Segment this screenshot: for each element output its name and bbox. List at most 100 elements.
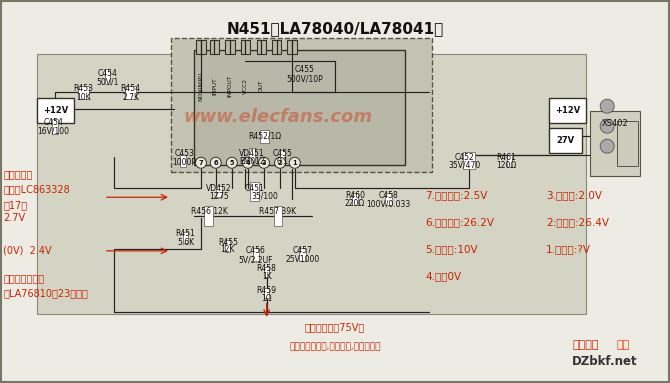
Bar [225,240,230,252]
Text: R451: R451 [176,229,196,238]
Text: 12K: 12K [220,245,235,254]
Bar [617,121,639,166]
Text: 2.7V: 2.7V [3,213,25,223]
Text: R456 12K: R456 12K [190,207,228,216]
Text: 16V/100: 16V/100 [38,126,70,136]
Text: R461: R461 [496,152,517,162]
Text: 从LA76810第23脚传来: 从LA76810第23脚传来 [3,288,88,298]
Circle shape [289,157,300,168]
Text: C451: C451 [245,184,265,193]
Text: 0.1: 0.1 [277,157,289,166]
Text: 1K: 1K [262,272,271,281]
Text: 1Z75: 1Z75 [209,192,229,201]
Text: 3.场消隐:2.0V: 3.场消隐:2.0V [546,190,602,200]
Text: 电子发烧: 电子发烧 [573,340,600,350]
Text: 反馈到LC863328: 反馈到LC863328 [3,185,70,195]
Text: C454: C454 [97,69,117,78]
Text: 2.7K: 2.7K [122,93,139,102]
Text: 4.地：0V: 4.地：0V [425,271,462,281]
Bar [272,40,281,54]
Circle shape [600,99,614,113]
Bar [37,54,586,314]
Text: C453: C453 [174,149,194,159]
Bar [352,193,358,205]
Text: R458: R458 [257,264,277,273]
Text: R457 39K: R457 39K [259,207,297,216]
Text: NONINIPU: NONINIPU [198,71,204,101]
Text: INPOUT: INPOUT [227,75,232,97]
Text: 120Ω: 120Ω [496,161,517,170]
Bar [280,151,285,164]
Bar [274,206,282,226]
Text: R460: R460 [345,191,365,200]
Text: C455: C455 [295,65,315,74]
Text: 保护稳压管（75V）: 保护稳压管（75V） [305,322,365,332]
Text: (0V)  2.4V: (0V) 2.4V [3,246,52,256]
Text: 场逆程脉冲: 场逆程脉冲 [3,169,33,179]
Text: 25V1000: 25V1000 [285,255,320,264]
Bar [385,193,392,205]
Text: www.elecfans.com: www.elecfans.com [184,108,373,126]
Bar [125,86,137,99]
Text: 7: 7 [199,160,203,166]
Text: 5: 5 [230,160,234,166]
Text: VD451: VD451 [239,149,265,158]
Text: 2: 2 [278,160,282,166]
Bar [196,40,206,54]
Text: 35V/470: 35V/470 [449,161,481,170]
Bar [216,186,222,197]
Text: VD452: VD452 [206,184,232,193]
Bar [507,155,512,167]
Text: 10K: 10K [76,93,91,102]
Text: 社区: 社区 [616,340,630,350]
Bar [210,40,219,54]
Bar [180,155,186,167]
Text: 35/100: 35/100 [251,192,278,201]
Text: C452: C452 [455,152,475,162]
Text: R454: R454 [121,84,141,93]
Text: VCC2: VCC2 [243,78,248,94]
Text: C457: C457 [293,246,313,255]
Text: +12V: +12V [555,106,580,115]
Circle shape [226,157,237,168]
Text: R459: R459 [257,286,277,295]
Circle shape [600,139,614,153]
Bar [183,232,188,243]
Text: C458: C458 [379,191,399,200]
Text: EM01Z: EM01Z [239,157,265,166]
Text: 6: 6 [214,160,218,166]
Bar [299,248,306,261]
Circle shape [275,157,285,168]
Text: 1.场输入:?V: 1.场输入:?V [546,244,591,254]
Text: DZbkf.net: DZbkf.net [572,355,638,368]
Text: C455: C455 [273,149,293,158]
Bar [549,98,586,123]
Circle shape [210,157,221,168]
Bar [251,182,259,201]
Bar [204,206,212,226]
Text: 3: 3 [262,160,266,166]
Text: 27V: 27V [556,136,575,145]
Bar [171,38,432,172]
Text: 5.场输出:10V: 5.场输出:10V [425,244,478,254]
Bar [264,267,269,277]
Bar [241,40,250,54]
Text: 50V/1: 50V/1 [96,78,119,87]
Bar [37,98,74,123]
Bar [105,69,110,84]
Text: C456: C456 [246,246,266,255]
Text: 1Ω: 1Ω [261,294,272,303]
Bar [590,111,640,176]
Bar [194,50,405,165]
Text: OUT: OUT [259,80,264,92]
Text: 6.逆程供电:26.2V: 6.逆程供电:26.2V [425,217,494,227]
Bar [287,40,297,54]
Circle shape [259,157,269,168]
Text: C454: C454 [44,118,64,127]
Circle shape [600,119,614,133]
Bar [249,148,255,162]
Text: 4: 4 [246,160,250,166]
Bar [463,152,475,169]
Text: 2:场供电:26.4V: 2:场供电:26.4V [546,217,609,227]
Text: R453: R453 [74,84,94,93]
